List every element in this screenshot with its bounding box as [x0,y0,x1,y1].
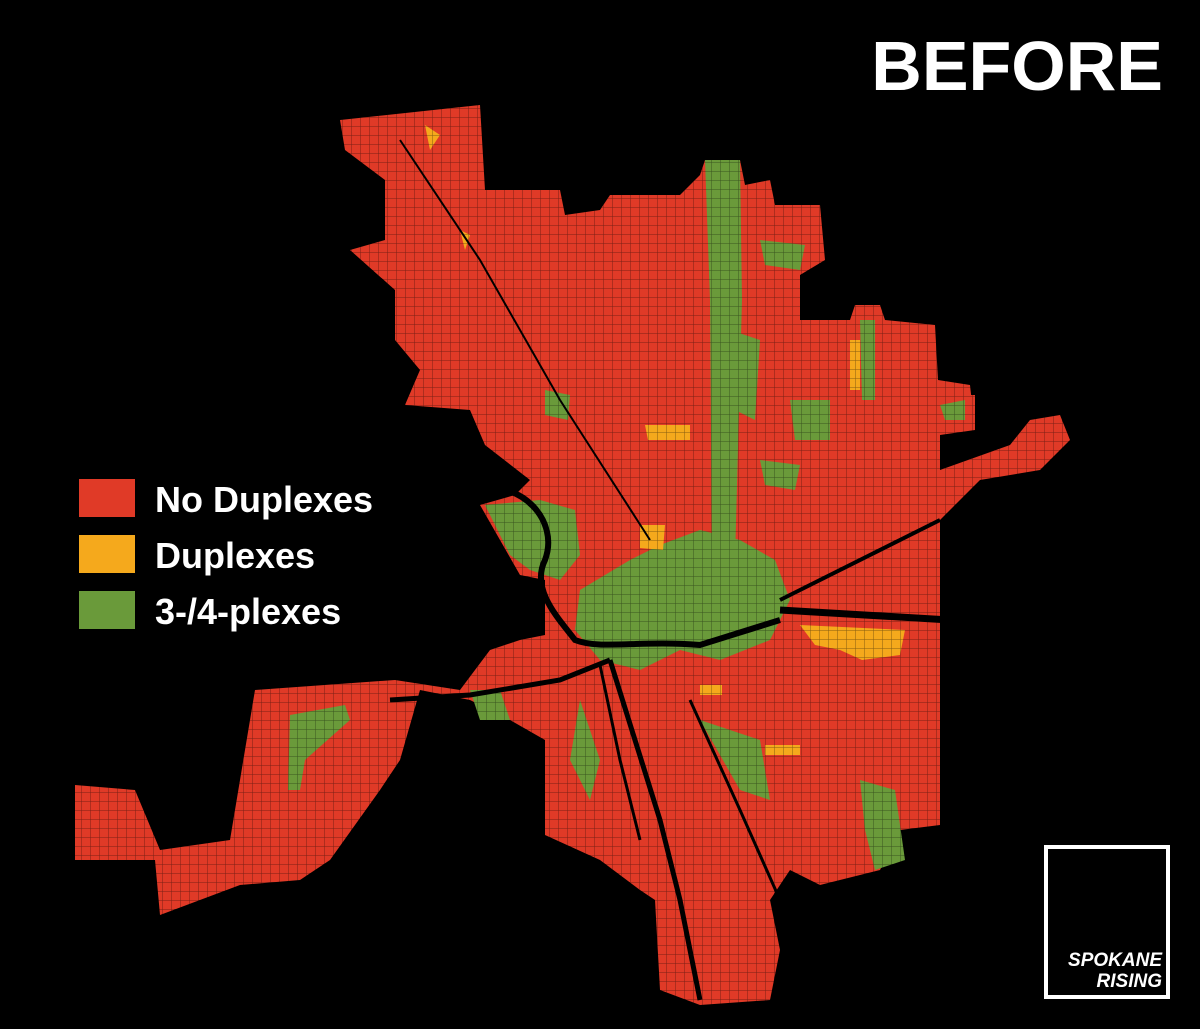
legend-label: Duplexes [155,535,315,576]
logo-line: SPOKANE [1068,950,1163,971]
logo-frame [1044,845,1170,999]
city-map [60,90,1080,1020]
logo-line: RISING [1097,971,1163,992]
street-grid [60,90,1080,1020]
logo: SPOKANE RISING [1044,845,1170,999]
rivers-roads [389,139,951,1001]
legend: No Duplexes Duplexes 3-/4-plexes [79,479,373,632]
legend-swatch [79,591,135,629]
legend-label: 3-/4-plexes [155,591,341,632]
legend-swatch [79,535,135,573]
legend-label: No Duplexes [155,479,373,520]
title: BEFORE [871,27,1163,105]
legend-swatch [79,479,135,517]
